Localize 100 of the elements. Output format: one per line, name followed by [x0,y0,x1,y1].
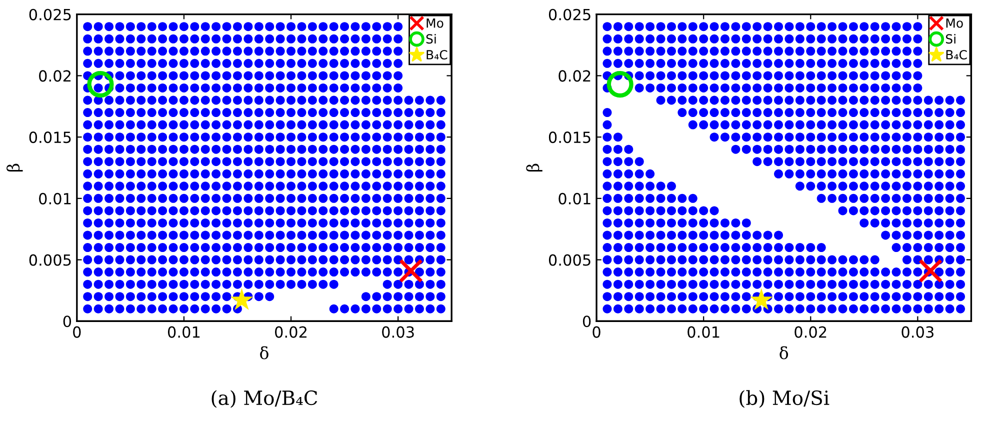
point [126,120,135,130]
point [372,46,382,56]
point [232,194,242,203]
point [634,194,644,203]
point [340,132,350,142]
point [426,268,435,277]
point [404,304,414,314]
point [232,157,242,166]
point [212,169,221,178]
point [688,280,698,289]
point [394,132,403,142]
point [902,22,912,32]
point [126,83,135,92]
point [414,144,424,154]
point [774,58,784,68]
point [350,182,360,191]
point [329,34,338,44]
point [870,268,880,277]
point [212,144,221,154]
point [414,169,424,178]
point [688,243,698,252]
point [602,157,612,166]
point [699,108,708,118]
point [892,144,901,154]
point [179,194,188,203]
point [308,34,317,44]
point [414,182,424,191]
point [168,230,178,240]
point [646,206,655,216]
point [688,218,698,228]
point [276,169,285,178]
point [860,255,869,264]
point [200,304,210,314]
point [200,243,210,252]
point [232,120,242,130]
point [222,182,232,191]
point [361,108,370,118]
point [104,132,114,142]
point [838,280,848,289]
point [179,206,188,216]
point [934,268,944,277]
point [784,292,794,302]
point [115,243,124,252]
point [902,108,912,118]
point [720,120,730,130]
point [752,144,762,154]
point [136,218,146,228]
point [350,120,360,130]
point [436,206,446,216]
point [881,108,890,118]
point [624,268,634,277]
point [613,182,622,191]
point [720,243,730,252]
point [83,304,92,314]
point [126,292,135,302]
point [244,144,253,154]
point [902,34,912,44]
point [276,255,285,264]
point [179,182,188,191]
point [115,206,124,216]
point [784,243,794,252]
point [265,280,274,289]
point [656,268,666,277]
point [244,83,253,92]
point [870,132,880,142]
point [870,144,880,154]
point [752,132,762,142]
point [94,108,103,118]
point [350,96,360,105]
point [892,194,901,203]
point [232,144,242,154]
point [624,144,634,154]
point [308,120,317,130]
x-axis-title: δ [260,346,268,360]
point [414,230,424,240]
point [902,157,912,166]
point [795,169,804,178]
point [265,182,274,191]
point [244,71,253,80]
point [710,230,719,240]
point [870,255,880,264]
point [190,218,200,228]
point [602,230,612,240]
point [860,71,869,80]
text: (b) Mo/Si [740,390,830,408]
point [913,182,922,191]
point [232,206,242,216]
point [190,46,200,56]
point [414,157,424,166]
point [678,58,687,68]
point [828,22,837,32]
point [881,120,890,130]
point [115,255,124,264]
x-axis-title: δ [780,346,788,360]
y-tick-label: 0.025 [548,8,590,20]
point [934,194,944,203]
point [297,83,306,92]
point [806,144,816,154]
point [372,157,382,166]
point [147,292,156,302]
